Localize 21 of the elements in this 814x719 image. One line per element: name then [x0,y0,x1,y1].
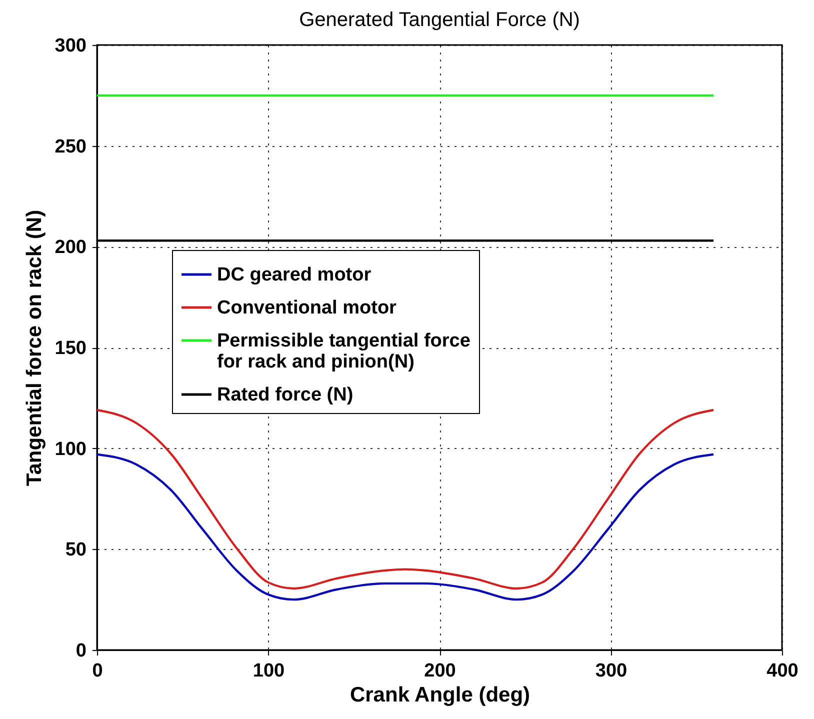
legend-label: Conventional motor [217,298,398,318]
legend-label: Permissible tangential force for rack and pinion(N) [217,330,470,372]
legend-label: DC geared motor [217,264,372,286]
x-tick-label: 0 [92,660,103,682]
line-series [97,408,715,590]
y-tick-label: 50 [65,540,86,561]
chart-title: Generated Tangential Force (N) [299,9,580,31]
x-tick-label: 400 [766,660,798,682]
y-tick-label: 0 [76,640,86,662]
y-tick-label: 150 [54,338,86,359]
x-tick-label: 200 [424,660,456,682]
line-series [97,453,715,601]
x-tick-label: 100 [252,660,285,682]
y-axis-title: Tangential force on rack (N) [22,210,46,486]
x-tick-label: 300 [595,660,628,682]
y-tick-label: 300 [54,36,86,56]
y-tick-label: 250 [54,136,86,158]
y-tick-label: 200 [54,237,86,258]
x-axis-title: Crank Angle (deg) [350,684,530,706]
y-tick-label: 100 [54,438,86,460]
legend-label: Rated force (N) [217,384,354,406]
